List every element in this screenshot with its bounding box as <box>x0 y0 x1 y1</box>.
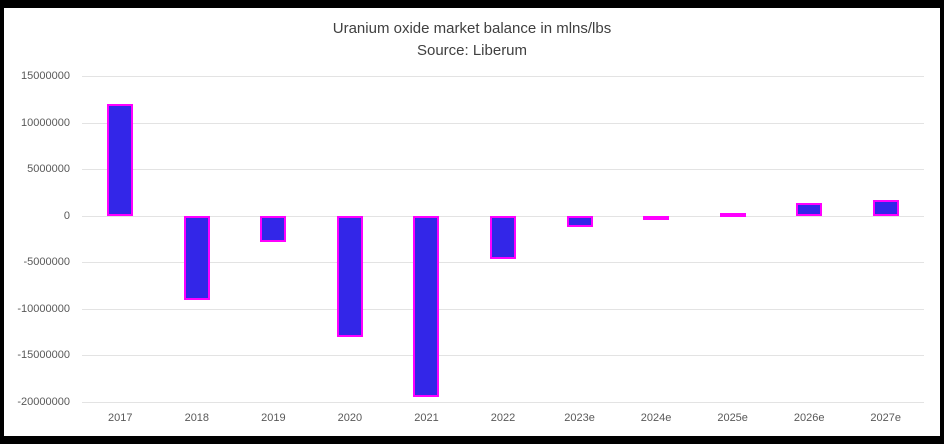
x-tick-label-2022: 2022 <box>490 412 516 424</box>
x-axis-labels: 2017 2018 2019 2020 2021 2022 2023e 2024e 2025e 2… <box>82 412 924 428</box>
x-tick-label-2019: 2019 <box>261 412 286 424</box>
y-tick-label: 5000000 <box>27 163 70 176</box>
gridline <box>82 76 924 77</box>
bar-2026e <box>796 202 823 216</box>
x-tick-label-2024e: 2024e <box>640 412 672 424</box>
y-tick-label: 15000000 <box>21 70 70 82</box>
y-tick-label: 0 <box>63 209 70 222</box>
plot-area <box>82 76 924 403</box>
x-tick-label-2018: 2018 <box>184 412 210 424</box>
x-tick-label-2027e: 2027e <box>870 412 902 424</box>
chart-title-line2: Source: Liberum <box>416 42 528 59</box>
bar-2019 <box>260 215 287 242</box>
bar-2023e <box>566 215 593 227</box>
bar-2018 <box>183 215 210 300</box>
gridline <box>82 402 924 403</box>
gridline <box>82 355 924 357</box>
y-tick-label: -20000000 <box>17 396 70 408</box>
bar-2025e <box>719 212 746 217</box>
gridline <box>82 122 924 124</box>
x-tick-label-2017: 2017 <box>108 412 133 424</box>
bar-2021 <box>413 215 440 398</box>
x-tick-label-2021: 2021 <box>414 412 439 424</box>
bar-2017 <box>107 103 134 216</box>
bar-2027e <box>872 199 899 216</box>
gridline <box>82 262 924 264</box>
gridline <box>82 169 924 171</box>
y-axis-labels: 15000000 10000000 5000000 0 -5000000 -1000000… <box>4 70 76 408</box>
gridline <box>82 308 924 310</box>
y-tick-label: -15000000 <box>17 349 70 362</box>
bar-2020 <box>336 215 363 337</box>
bar-2024e <box>643 215 670 220</box>
bar-2022 <box>490 215 516 259</box>
chart-title-line1: Uranium oxide market balance in mlns/lbs <box>332 20 612 37</box>
x-tick-label-2026e: 2026e <box>793 412 825 424</box>
y-tick-label: 10000000 <box>21 116 70 129</box>
x-tick-label-2020: 2020 <box>337 412 363 424</box>
chart-title: Uranium oxide market balance in mlns/lbs… <box>4 18 940 62</box>
y-tick-label: -5000000 <box>23 256 71 269</box>
y-tick-label: -10000000 <box>17 302 70 315</box>
x-tick-label-2025e: 2025e <box>717 412 748 424</box>
x-tick-label-2023e: 2023e <box>564 412 595 424</box>
